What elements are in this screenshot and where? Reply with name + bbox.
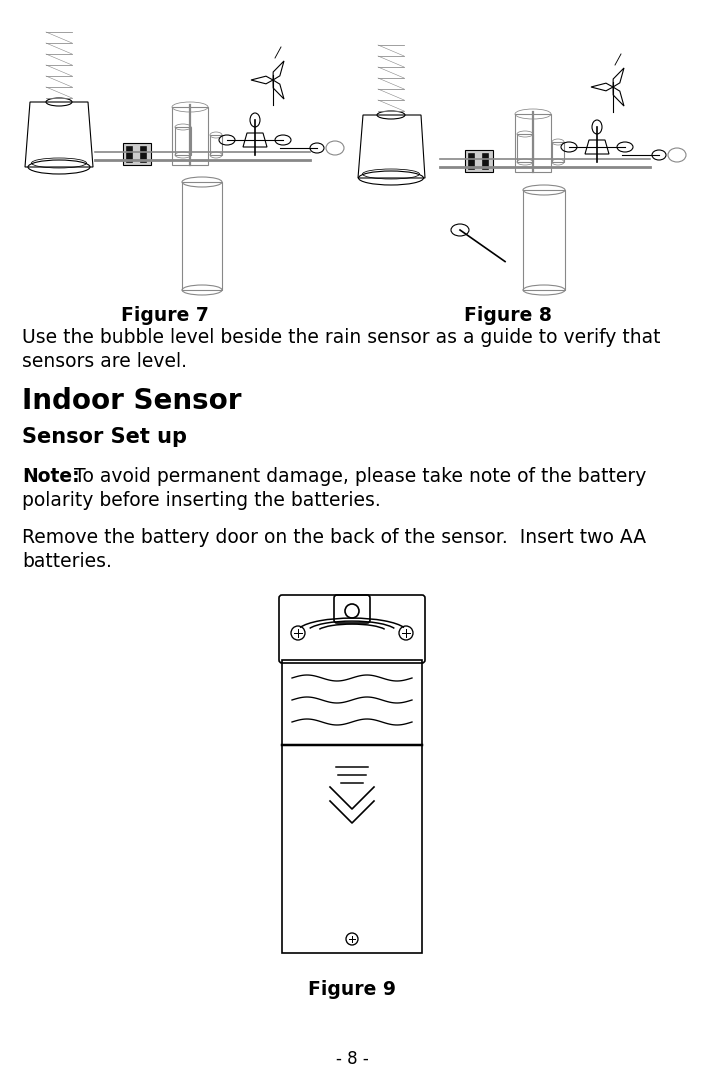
Text: Figure 9: Figure 9 — [308, 980, 396, 999]
Text: Remove the battery door on the back of the sensor.  Insert two AA: Remove the battery door on the back of t… — [22, 528, 646, 547]
FancyBboxPatch shape — [465, 150, 493, 172]
Text: Note:: Note: — [22, 467, 80, 486]
Text: Use the bubble level beside the rain sensor as a guide to verify that: Use the bubble level beside the rain sen… — [22, 328, 660, 347]
FancyBboxPatch shape — [126, 146, 132, 162]
Text: polarity before inserting the batteries.: polarity before inserting the batteries. — [22, 491, 381, 510]
Text: batteries.: batteries. — [22, 552, 112, 571]
Text: Sensor Set up: Sensor Set up — [22, 427, 187, 447]
Text: Figure 8: Figure 8 — [464, 306, 552, 325]
Text: sensors are level.: sensors are level. — [22, 352, 187, 371]
Text: - 8 -: - 8 - — [336, 1050, 368, 1068]
FancyBboxPatch shape — [482, 153, 488, 169]
Text: Indoor Sensor: Indoor Sensor — [22, 387, 241, 415]
FancyBboxPatch shape — [140, 146, 146, 162]
Text: To avoid permanent damage, please take note of the battery: To avoid permanent damage, please take n… — [68, 467, 646, 486]
FancyBboxPatch shape — [468, 153, 474, 169]
Text: Figure 7: Figure 7 — [121, 306, 209, 325]
FancyBboxPatch shape — [123, 143, 151, 164]
